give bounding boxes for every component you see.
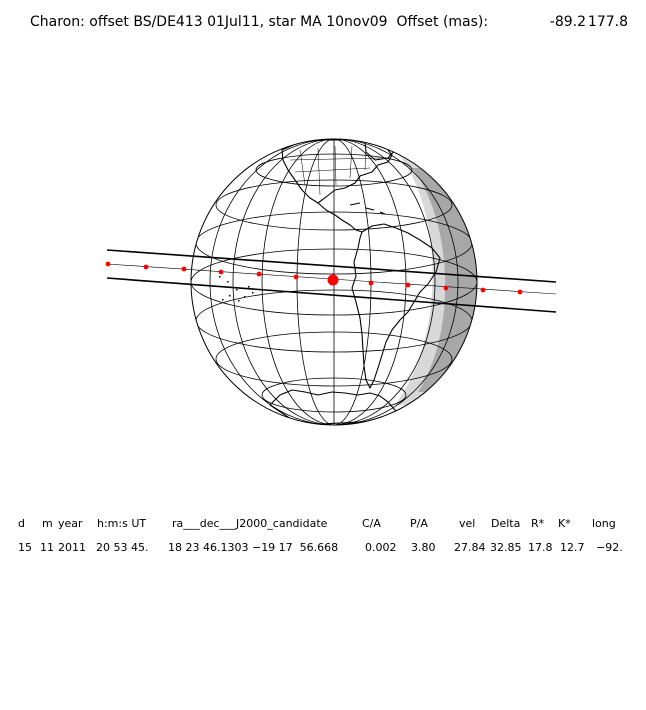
cell-year: 2011 — [58, 541, 86, 554]
antarctica-outline — [269, 389, 401, 425]
meridian-line — [232, 139, 436, 425]
small-islands — [219, 276, 254, 302]
track-dot — [218, 269, 224, 275]
cell-time: 20 53 45. — [96, 541, 149, 554]
night-shade-dark — [412, 168, 477, 392]
south-america-outline — [351, 223, 441, 389]
track-dot — [480, 287, 486, 293]
cell-d: 15 — [18, 541, 32, 554]
col-time: h:m:s UT — [97, 517, 147, 530]
plot-header: Charon: offset BS/DE413 01Jul11, star MA… — [30, 14, 636, 34]
cell-radec: 18 23 46.1303 −19 17 56.668 — [168, 541, 339, 554]
cell-delta: 32.85 — [490, 541, 522, 554]
track-dot — [256, 271, 262, 277]
cell-rstar: 17.8 — [528, 541, 553, 554]
offset-x-value: -89.2 — [549, 14, 586, 30]
track-dot — [517, 289, 523, 295]
offset-y-value: 177.8 — [587, 14, 628, 30]
col-radec: ra___dec___J2000_candidate — [172, 517, 328, 530]
table-header: d m year h:m:s UT ra___dec___J2000_candi… — [0, 517, 646, 531]
track-dot — [405, 282, 411, 288]
cell-vel: 27.84 — [454, 541, 486, 554]
col-m: m — [42, 517, 53, 530]
caribbean-islands — [349, 202, 386, 215]
central-america-outline — [317, 202, 363, 233]
track-dot — [443, 285, 449, 291]
table-row: 15 11 2011 20 53 45. 18 23 46.1303 −19 1… — [0, 541, 646, 555]
globe-map — [105, 138, 557, 426]
col-d: d — [18, 517, 25, 530]
col-vel: vel — [459, 517, 476, 530]
track-dot — [293, 274, 299, 280]
closest-approach-dot — [327, 274, 339, 286]
cell-kstar: 12.7 — [560, 541, 585, 554]
cell-m: 11 — [40, 541, 54, 554]
track-dot — [105, 261, 111, 267]
cell-long: −92. — [596, 541, 623, 554]
cell-pa: 3.80 — [411, 541, 436, 554]
col-rstar: R* — [531, 517, 545, 530]
shadow-track — [105, 249, 557, 313]
col-ca: C/A — [362, 517, 381, 530]
north-limit-line — [106, 249, 557, 283]
track-dot — [181, 266, 187, 272]
cell-ca: 0.002 — [365, 541, 397, 554]
col-delta: Delta — [491, 517, 521, 530]
track-dot — [368, 280, 374, 286]
north-america-outline — [281, 139, 393, 204]
meridian-line — [209, 139, 459, 425]
col-kstar: K* — [558, 517, 571, 530]
col-long: long — [592, 517, 616, 530]
track-dot — [143, 264, 149, 270]
meridian-line — [261, 139, 407, 425]
north-america-interior — [289, 145, 381, 196]
col-year: year — [58, 517, 83, 530]
plot-title: Charon: offset BS/DE413 01Jul11, star MA… — [30, 14, 489, 30]
col-pa: P/A — [410, 517, 428, 530]
globe-outline — [190, 138, 478, 426]
south-limit-line — [106, 277, 557, 313]
